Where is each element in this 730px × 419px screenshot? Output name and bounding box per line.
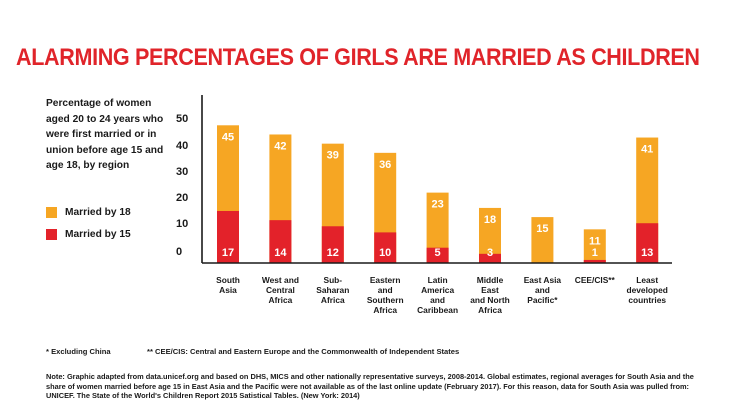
data-label-married-by-15: 17 xyxy=(222,247,234,259)
category-label-line: CEE/CIS** xyxy=(575,275,616,285)
category-label-line: Sub- xyxy=(323,275,342,285)
data-label-married-by-18: 18 xyxy=(484,214,496,226)
category-label-line: East Asia xyxy=(524,275,562,285)
bar-married-by-15 xyxy=(636,223,659,263)
data-label-married-by-15: 14 xyxy=(274,247,287,259)
category-label-line: Africa xyxy=(269,295,293,305)
footnote-excluding-china: * Excluding China xyxy=(46,347,111,356)
data-label-married-by-18: 45 xyxy=(222,131,234,143)
source-note: Note: Graphic adapted from data.unicef.o… xyxy=(46,372,694,401)
footnote-cee-cis: ** CEE/CIS: Central and Eastern Europe a… xyxy=(147,347,460,356)
category-label-line: East xyxy=(481,285,499,295)
category-label-line: Central xyxy=(266,285,295,295)
bar-married-by-18 xyxy=(321,143,344,263)
category-label-line: and xyxy=(430,295,445,305)
category-label: Middle East and North Africa xyxy=(470,275,510,315)
data-label-married-by-18: 36 xyxy=(379,159,391,171)
y-tick-label: 20 xyxy=(176,192,188,204)
category-label-line: Saharan xyxy=(316,285,349,295)
category-label-line: developed xyxy=(626,285,667,295)
category-label-line: Eastern xyxy=(370,275,401,285)
data-label-married-by-18: 23 xyxy=(431,199,443,211)
legend-label-married-by-18: Married by 18 xyxy=(65,207,131,218)
bar-married-by-15 xyxy=(321,226,344,263)
category-label-line: South xyxy=(216,275,240,285)
category-label-line: Least xyxy=(636,275,658,285)
category-label: Latin America and Caribbean xyxy=(417,275,458,315)
y-tick-label: 40 xyxy=(176,140,188,152)
category-label: Eastern and Southern Africa xyxy=(367,275,404,315)
category-label: South Asia xyxy=(216,275,240,295)
data-label-married-by-18: 15 xyxy=(536,223,548,235)
category-label-line: Pacific* xyxy=(527,295,558,305)
category-label: East Asia and Pacific* xyxy=(524,275,562,305)
y-tick-label: 10 xyxy=(176,218,188,230)
y-tick-label: 50 xyxy=(176,113,188,125)
bar-married-by-18 xyxy=(217,125,239,263)
y-tick-label: 0 xyxy=(176,246,182,258)
data-label-married-by-15: 5 xyxy=(435,247,441,259)
legend-swatch-married-by-18 xyxy=(46,207,57,218)
data-label-married-by-15: 12 xyxy=(327,247,339,259)
category-label-line: and xyxy=(535,285,550,295)
category-label-line: Asia xyxy=(219,285,237,295)
category-label: West and Central Africa xyxy=(262,275,299,305)
category-label: Least developed countries xyxy=(626,275,667,305)
bar-married-by-15 xyxy=(374,232,397,263)
chart-title: ALARMING PERCENTAGES OF GIRLS ARE MARRIE… xyxy=(16,44,700,71)
legend-label-married-by-15: Married by 15 xyxy=(65,229,131,240)
data-label-married-by-15: 10 xyxy=(379,247,391,259)
bar-married-by-15 xyxy=(479,253,501,263)
bar-married-by-15 xyxy=(426,247,449,263)
category-label-line: and North xyxy=(470,295,510,305)
category-label: Sub-Saharan Africa xyxy=(316,275,349,305)
chart-description: Percentage of women aged 20 to 24 years … xyxy=(46,98,164,172)
data-label-married-by-18: 41 xyxy=(641,144,653,156)
bar-married-by-15 xyxy=(269,220,292,263)
legend-item-married-by-18: Married by 18 xyxy=(46,207,131,218)
bar-married-by-18 xyxy=(426,192,449,263)
category-label-line: and xyxy=(378,285,393,295)
category-label-line: Latin xyxy=(428,275,448,285)
category-label-line: West and xyxy=(262,275,299,285)
bar-married-by-18 xyxy=(479,207,501,263)
bar-married-by-18 xyxy=(531,217,554,263)
y-tick-label: 30 xyxy=(176,166,188,178)
bar-married-by-18 xyxy=(636,137,659,263)
legend-swatch-married-by-15 xyxy=(46,229,57,240)
data-label-married-by-15: 13 xyxy=(641,247,653,259)
data-label-married-by-15: 1 xyxy=(592,247,598,259)
bar-married-by-18 xyxy=(374,152,397,263)
bar-married-by-18 xyxy=(269,134,292,263)
data-label-married-by-18: 39 xyxy=(327,150,339,162)
bar-married-by-15 xyxy=(583,259,606,263)
category-label-line: Middle xyxy=(477,275,504,285)
category-label-line: America xyxy=(421,285,454,295)
data-label-married-by-15: 3 xyxy=(487,247,493,259)
category-label-line: Africa xyxy=(478,305,502,315)
legend-item-married-by-15: Married by 15 xyxy=(46,229,131,240)
data-label-married-by-18: 11 xyxy=(589,235,601,247)
category-label-line: Africa xyxy=(373,305,397,315)
data-label-married-by-18: 42 xyxy=(274,140,286,152)
bar-married-by-18 xyxy=(583,229,606,263)
category-label-line: Southern xyxy=(367,295,404,305)
category-label-line: Africa xyxy=(321,295,345,305)
category-label-line: countries xyxy=(628,295,666,305)
category-label-line: Caribbean xyxy=(417,305,458,315)
bar-married-by-15 xyxy=(217,210,239,263)
category-label: CEE/CIS** xyxy=(575,275,616,285)
